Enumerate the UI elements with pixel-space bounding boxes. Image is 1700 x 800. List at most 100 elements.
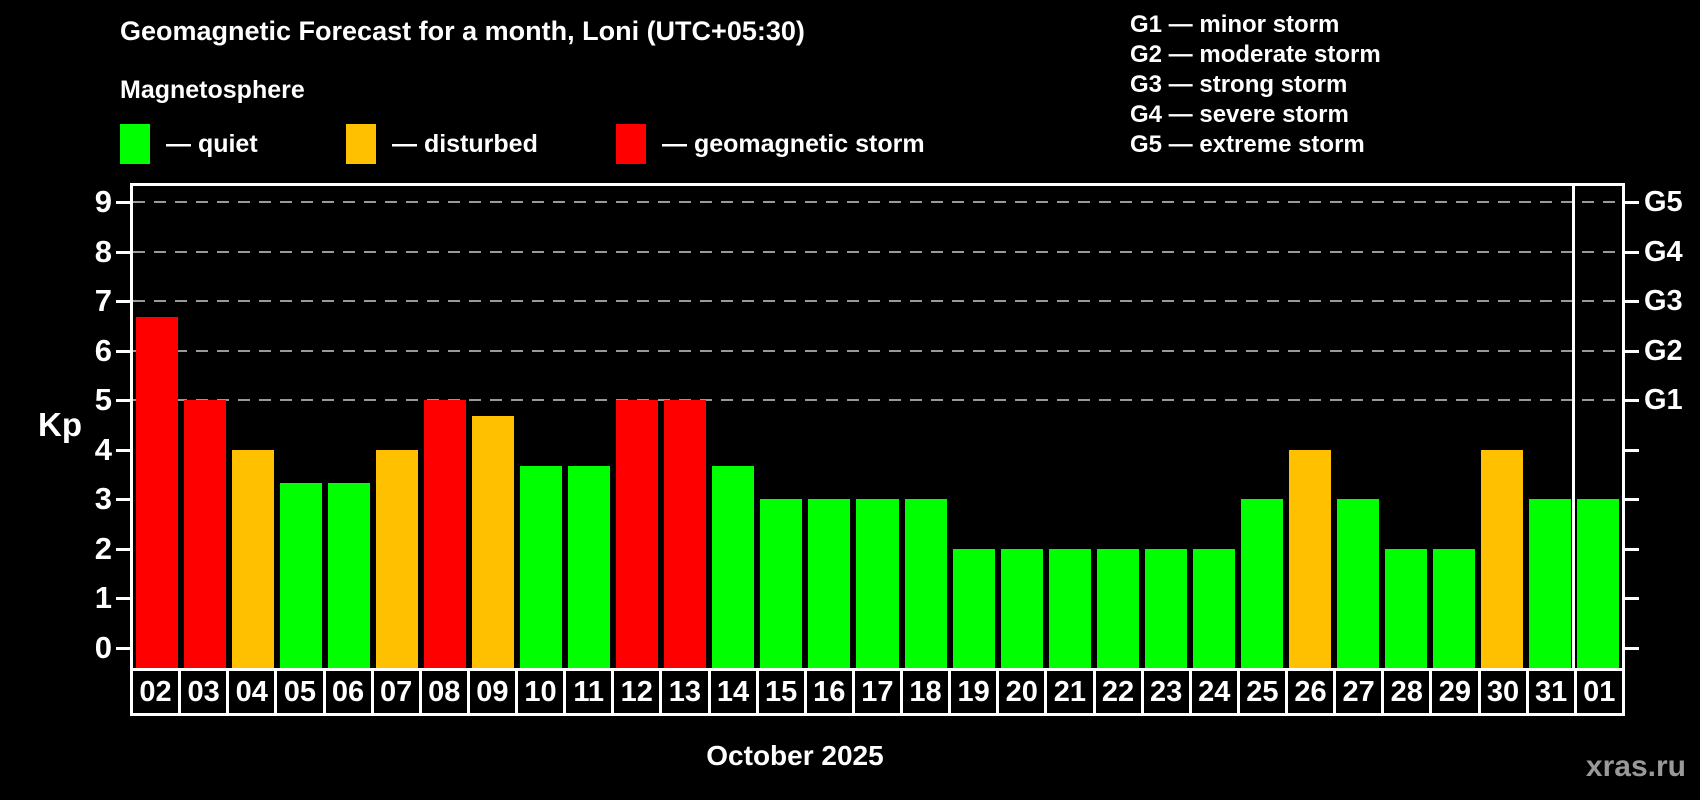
x-axis-title: October 2025	[706, 740, 884, 771]
day-label-06: 06	[322, 668, 374, 716]
bar-slot-15	[757, 186, 805, 668]
color-legend: — quiet — disturbed — geomagnetic storm	[120, 124, 1020, 168]
bar-slot-17	[853, 186, 901, 668]
y-tick-label-4: 4	[94, 431, 112, 467]
bar-slot-30	[1478, 186, 1526, 668]
bar-slot-03	[181, 186, 229, 668]
day-label-21: 21	[1044, 668, 1096, 716]
day-label-05: 05	[274, 668, 326, 716]
y-tick-label-0: 0	[94, 629, 112, 665]
bar-slot-14	[709, 186, 757, 668]
y-tick-label-6: 6	[94, 332, 112, 368]
bar-slot-26	[1286, 186, 1334, 668]
day-label-09: 09	[466, 668, 518, 716]
kp-bar-day-25	[1240, 499, 1283, 668]
right-axis-tick-6	[1625, 349, 1639, 353]
right-axis-label-g3: G3	[1644, 285, 1683, 317]
day-label-27: 27	[1333, 668, 1385, 716]
kp-bar-day-22	[1096, 548, 1139, 668]
kp-bar-day-18	[904, 499, 947, 668]
left-axis-tick-2	[116, 547, 130, 551]
day-label-12: 12	[611, 668, 663, 716]
day-label-29: 29	[1429, 668, 1481, 716]
x-axis-day-labels: 02 03 04 05 06 07 08 09 10 11 12 13 14 15 16 17 18 19 20 21…	[130, 668, 1625, 716]
kp-bar-day-31	[1528, 499, 1571, 668]
plot-area	[116, 183, 1639, 668]
kp-bar-day-19	[952, 548, 995, 668]
right-axis-tick-2	[1625, 547, 1639, 551]
day-label-01: 01	[1573, 668, 1625, 716]
right-axis-labels: G1 G2 G3 G4 G5	[1644, 186, 1700, 668]
y-tick-label-9: 9	[94, 184, 112, 219]
left-axis-tick-1	[116, 597, 130, 600]
day-label-02: 02	[130, 668, 182, 716]
left-axis-tick-7	[116, 300, 130, 303]
right-axis-tick-9	[1625, 201, 1639, 204]
bar-slot-27	[1334, 186, 1382, 668]
kp-bar-day-17	[856, 499, 899, 668]
y-tick-label-2: 2	[94, 530, 112, 566]
kp-bar-day-08	[424, 400, 467, 668]
storm-scale-legend: G1 — minor storm G2 — moderate storm G3 …	[1130, 10, 1381, 160]
month-boundary-line	[1571, 186, 1575, 668]
kp-bar-day-29	[1432, 548, 1475, 668]
kp-bar-day-07	[376, 449, 419, 668]
bar-slot-28	[1382, 186, 1430, 668]
day-label-30: 30	[1477, 668, 1529, 716]
chart-subtitle: Magnetosphere	[120, 76, 305, 104]
bars	[133, 186, 1622, 668]
day-label-17: 17	[851, 668, 903, 716]
day-label-26: 26	[1285, 668, 1337, 716]
bar-slot-04	[229, 186, 277, 668]
watermark: xras.ru	[1585, 750, 1686, 783]
right-axis-tick-8	[1625, 250, 1639, 254]
legend-item-storm: — geomagnetic storm	[616, 124, 925, 164]
bar-slot-11	[565, 186, 613, 668]
storm-scale-g3: G3 — strong storm	[1130, 71, 1348, 98]
day-label-04: 04	[226, 668, 278, 716]
kp-bar-day-23	[1144, 548, 1187, 668]
day-label-07: 07	[370, 668, 422, 716]
kp-bar-day-24	[1192, 548, 1235, 668]
y-axis-tick-labels: 0 1 2 3 4 5 6 7 8 9	[40, 184, 112, 668]
kp-bar-day-21	[1048, 548, 1091, 668]
legend-label-disturbed: — disturbed	[392, 129, 538, 158]
kp-bar-day-11	[568, 465, 611, 668]
legend-item-quiet: — quiet	[120, 124, 258, 164]
y-tick-label-1: 1	[94, 580, 112, 615]
bar-slot-18	[902, 186, 950, 668]
bar-slot-23	[1142, 186, 1190, 668]
day-label-24: 24	[1188, 668, 1240, 716]
disturbed-swatch-icon	[346, 124, 376, 164]
day-label-10: 10	[515, 668, 567, 716]
day-label-18: 18	[900, 668, 952, 716]
kp-bar-day-16	[808, 499, 851, 668]
legend-label-quiet: — quiet	[166, 129, 258, 158]
storm-scale-g4: G4 — severe storm	[1130, 101, 1349, 128]
day-label-20: 20	[996, 668, 1048, 716]
bar-slot-05	[277, 186, 325, 668]
kp-bar-day-05	[280, 482, 323, 668]
day-label-28: 28	[1381, 668, 1433, 716]
left-axis-tick-6	[116, 349, 130, 353]
left-axis-tick-9	[116, 201, 130, 204]
kp-bar-day-26	[1288, 449, 1331, 668]
left-axis-tick-8	[116, 250, 130, 254]
day-label-31: 31	[1525, 668, 1577, 716]
kp-bar-day-12	[616, 400, 659, 668]
bar-slot-16	[805, 186, 853, 668]
kp-bar-day-27	[1336, 499, 1379, 668]
bar-slot-24	[1190, 186, 1238, 668]
y-tick-label-7: 7	[94, 283, 112, 318]
bar-slot-01	[1574, 186, 1622, 668]
bar-slot-19	[950, 186, 998, 668]
day-label-16: 16	[803, 668, 855, 716]
kp-bar-day-01	[1576, 499, 1619, 668]
day-label-19: 19	[948, 668, 1000, 716]
y-axis-title: Kp	[38, 406, 82, 443]
bar-slot-21	[1046, 186, 1094, 668]
bar-slot-02	[133, 186, 181, 668]
kp-bar-day-03	[184, 400, 227, 668]
right-axis-label-g2: G2	[1644, 334, 1683, 367]
right-axis-label-g1: G1	[1644, 384, 1683, 416]
